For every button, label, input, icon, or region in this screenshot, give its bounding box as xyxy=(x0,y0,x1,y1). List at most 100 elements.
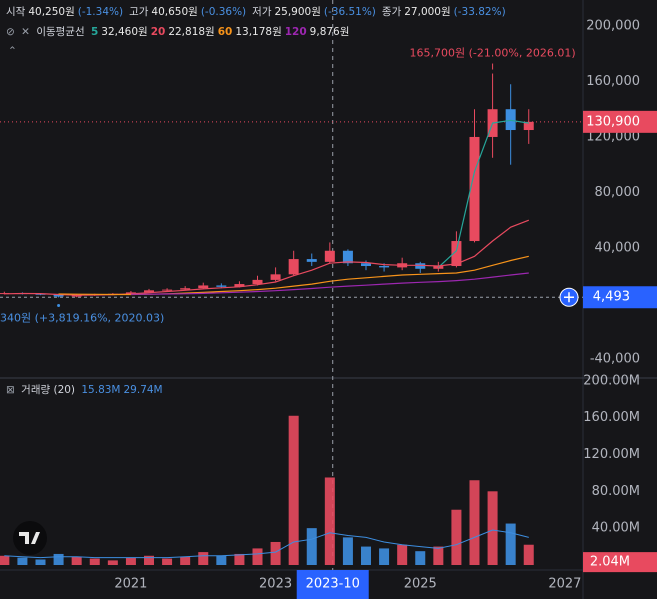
marker-price-label: 4,493 xyxy=(593,290,630,305)
ma-legend[interactable]: ⊘ ✕ 이동평균선 5 32,460원 20 22,818원 60 13,178원 120 9… xyxy=(6,24,352,39)
volume-ma-line xyxy=(4,529,529,559)
candle-body xyxy=(35,293,46,295)
logo-bg xyxy=(13,521,47,555)
ma-period: 120 xyxy=(284,26,307,38)
candle-body xyxy=(162,289,173,291)
volume-bar xyxy=(397,544,408,565)
volume-bar xyxy=(415,551,426,565)
volume-bar xyxy=(270,541,281,565)
ohlc-label: 종가 xyxy=(381,6,402,18)
add-button[interactable] xyxy=(559,287,579,307)
x-tick-label: 2025 xyxy=(404,577,437,592)
candle-body xyxy=(71,295,82,297)
visibility-icon[interactable]: ⊘ xyxy=(6,26,15,38)
y-tick-label: -40,000 xyxy=(590,351,640,366)
volume-legend-value: 29.74M xyxy=(123,384,163,396)
volume-tick-label: 80.00M xyxy=(592,484,640,499)
candle-body xyxy=(523,121,534,131)
volume-legend[interactable]: ⊠ 거래량 (20) 15.83M 29.74M xyxy=(6,382,166,397)
x-tick-label: 2021 xyxy=(114,577,147,592)
candle-body xyxy=(252,279,263,285)
x-tick-label: 2023 xyxy=(259,577,292,592)
volume-bar xyxy=(89,558,100,565)
crosshair-label: 2023-10 xyxy=(306,577,360,592)
ma-period: 5 xyxy=(90,26,99,38)
volume-bar xyxy=(0,555,10,565)
ohlc-legend: 시작 40,250원 (-1.34%) 고가 40,650원 (-0.36%) 저가 25,9… xyxy=(6,4,512,19)
candle-body xyxy=(451,241,462,267)
y-tick-label: 120,000 xyxy=(586,129,640,144)
volume-bar xyxy=(433,546,444,565)
volume-bar xyxy=(53,553,64,565)
candle-body xyxy=(324,250,335,262)
volume-bar xyxy=(288,415,299,565)
volume-tick-label: 160.00M xyxy=(583,410,640,425)
volume-bar xyxy=(306,528,317,565)
volume-bar xyxy=(107,560,118,565)
volume-bar xyxy=(487,491,498,565)
ma-value: 9,876원 xyxy=(309,26,350,38)
candle-body xyxy=(469,136,480,242)
candle-body xyxy=(198,285,209,289)
volume-bar xyxy=(469,480,480,565)
volume-bar xyxy=(505,523,516,565)
ma-period: 20 xyxy=(150,26,166,38)
ohlc-value: 40,250원 xyxy=(28,6,75,18)
logo-mark xyxy=(19,532,40,544)
moving-average-line xyxy=(437,119,529,268)
candle-body xyxy=(180,288,191,290)
volume-bar xyxy=(198,552,209,565)
close-icon[interactable]: ✕ xyxy=(21,26,30,38)
y-tick-label: 200,000 xyxy=(586,18,640,33)
y-tick-label: 40,000 xyxy=(595,240,641,255)
last-price-label: 130,900 xyxy=(586,114,640,129)
ohlc-value: 40,650원 xyxy=(151,6,198,18)
volume-tick-label: 120.00M xyxy=(583,447,640,462)
last-price-box xyxy=(583,110,657,133)
collapse-icon[interactable]: ⌃ xyxy=(8,45,17,57)
candle-body xyxy=(144,290,155,293)
low-annotation-dot xyxy=(57,303,61,307)
moving-average-line xyxy=(4,219,530,296)
candle-body xyxy=(379,266,390,268)
ma-value: 22,818원 xyxy=(168,26,215,38)
marker-price-box xyxy=(583,286,657,309)
candle-body xyxy=(125,292,136,294)
y-tick-label: 80,000 xyxy=(595,185,641,200)
high-annotation: 165,700원 (-21.00%, 2026.01) xyxy=(410,47,576,60)
volume-tick-label: 200.00M xyxy=(583,373,640,388)
candle-body xyxy=(216,285,227,287)
ohlc-change: (-0.36%) xyxy=(200,6,247,18)
candle-body xyxy=(415,263,426,269)
candle-body xyxy=(234,284,245,287)
ohlc-label: 시작 xyxy=(6,6,26,18)
volume-last-box xyxy=(583,552,657,573)
volume-bar xyxy=(71,556,82,565)
ohlc-change: (-36.51%) xyxy=(323,6,376,18)
candle-body xyxy=(53,294,64,297)
volume-tick-label: 40.00M xyxy=(592,521,640,536)
volume-bar xyxy=(234,553,245,565)
ma-legend-title: 이동평균선 xyxy=(36,26,85,38)
volume-bar xyxy=(144,555,155,565)
close-icon[interactable]: ⊠ xyxy=(6,384,15,396)
ma-period: 60 xyxy=(217,26,233,38)
volume-legend-value: 15.83M xyxy=(81,384,121,396)
volume-bar xyxy=(252,548,263,565)
add-button-plus xyxy=(564,292,574,303)
volume-last-label: 2.04M xyxy=(590,555,630,570)
ma-value: 13,178원 xyxy=(235,26,282,38)
volume-bar xyxy=(216,555,227,565)
candle-body xyxy=(361,263,372,267)
volume-bar xyxy=(379,548,390,565)
y-tick-label: 160,000 xyxy=(586,74,640,89)
low-annotation: 340원 (+3,819.16%, 2020.03) xyxy=(0,311,164,324)
crosshair-label-box xyxy=(296,570,369,599)
candle-body xyxy=(342,250,353,264)
ohlc-label: 저가 xyxy=(252,6,272,18)
ohlc-change: (-33.82%) xyxy=(453,6,506,18)
volume-bar xyxy=(451,509,462,565)
volume-bar xyxy=(125,557,136,565)
